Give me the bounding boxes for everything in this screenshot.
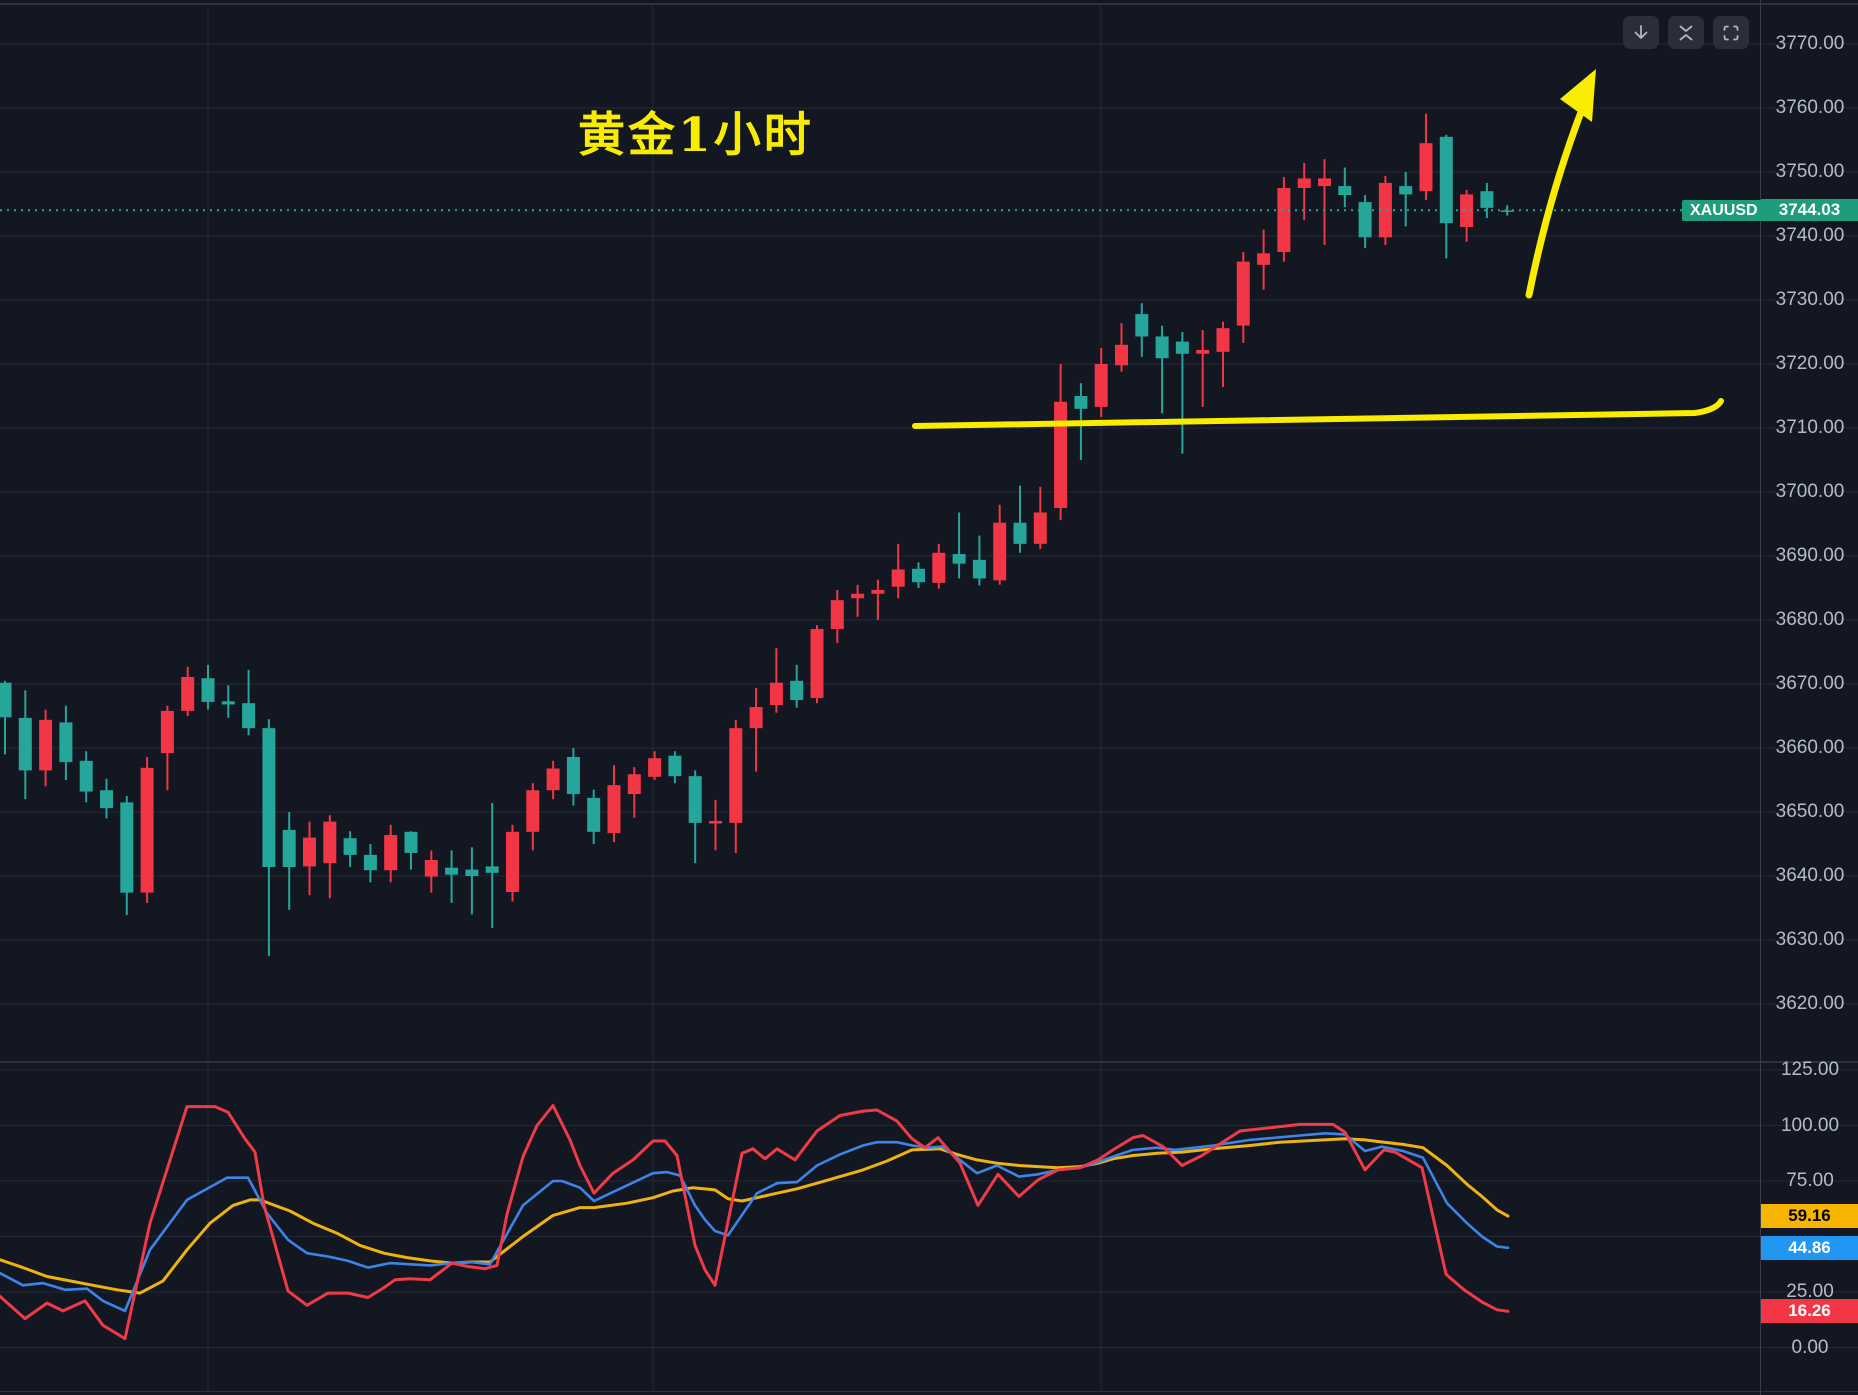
price-axis-label: 3660.00 xyxy=(1775,737,1845,758)
price-axis-label: 3630.00 xyxy=(1775,929,1845,950)
price-axis-label: 3770.00 xyxy=(1775,33,1845,54)
symbol-price-label: XAUUSD xyxy=(1682,199,1766,221)
pane-separator[interactable] xyxy=(0,1061,1858,1063)
chart-annotation-title: 黄金1小时 xyxy=(578,108,814,163)
download-button[interactable] xyxy=(1623,16,1659,49)
price-axis-label: 3640.00 xyxy=(1775,865,1845,886)
indicator-value-badge: 44.86 xyxy=(1761,1235,1858,1260)
price-axis-label: 3680.00 xyxy=(1775,609,1845,630)
price-axis-label: 3760.00 xyxy=(1775,97,1845,118)
chart-bottom-border xyxy=(0,1391,1858,1392)
price-axis-label: 3730.00 xyxy=(1775,289,1845,310)
price-axis-label: 3720.00 xyxy=(1775,353,1845,374)
fullscreen-button[interactable] xyxy=(1713,16,1749,49)
arrow-down-icon xyxy=(1631,23,1651,43)
collapse-pane-button[interactable] xyxy=(1668,16,1704,49)
indicator-value-badge: 16.26 xyxy=(1761,1299,1858,1324)
fullscreen-icon xyxy=(1721,23,1741,43)
price-axis-label: 3740.00 xyxy=(1775,225,1845,246)
price-axis-label: 3700.00 xyxy=(1775,481,1845,502)
price-axis-label: 3650.00 xyxy=(1775,801,1845,822)
indicator-axis-label: 75.00 xyxy=(1786,1170,1834,1191)
indicator-axis-label: 125.00 xyxy=(1780,1059,1840,1080)
collapse-icon xyxy=(1676,23,1696,43)
price-axis-label: 3690.00 xyxy=(1775,545,1845,566)
price-axis-label: 3750.00 xyxy=(1775,161,1845,182)
price-axis[interactable]: 3770.00 3760.00 3750.00 3740.00 3730.00 3720.… xyxy=(1760,0,1858,1395)
price-axis-label: 3710.00 xyxy=(1775,417,1845,438)
price-axis-label: 3670.00 xyxy=(1775,673,1845,694)
chart-toolbar xyxy=(1623,16,1749,49)
chart-top-border xyxy=(0,3,1858,5)
price-axis-label: 3620.00 xyxy=(1775,993,1845,1014)
last-price-badge: 3744.03 xyxy=(1761,199,1858,222)
indicator-axis-label: 0.00 xyxy=(1791,1336,1829,1358)
indicator-axis-label: 25.00 xyxy=(1786,1281,1834,1302)
indicator-axis-label: 100.00 xyxy=(1780,1114,1840,1136)
indicator-value-badge: 59.16 xyxy=(1761,1204,1858,1229)
